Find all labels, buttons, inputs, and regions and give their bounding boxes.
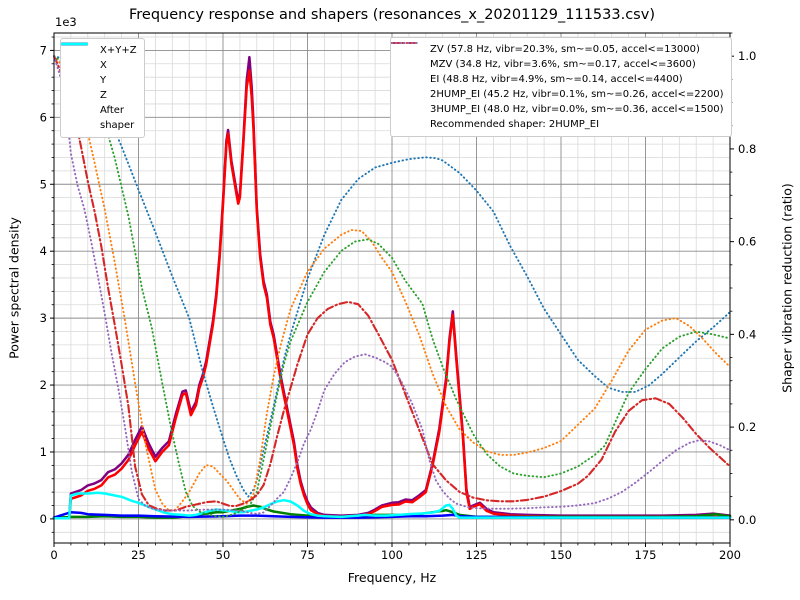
legend-item-3HUMP_EI: 3HUMP_EI (48.0 Hz, vibr=0.0%, sm~=0.36, … — [391, 42, 724, 117]
series-ZV — [53, 55, 731, 498]
legend-item-EI: EI (48.8 Hz, vibr=4.9%, sm~=0.14, accel<… — [391, 42, 724, 87]
x-tick-label: 125 — [466, 548, 488, 562]
legend-label: ZV (57.8 Hz, vibr=20.3%, sm~=0.05, accel… — [430, 44, 700, 55]
legend-label: 2HUMP_EI (45.2 Hz, vibr=0.1%, sm~=0.26, … — [430, 89, 724, 100]
x-tick-label: 150 — [550, 548, 572, 562]
psd_x-line-swatch — [61, 42, 94, 71]
legend-item-2HUMP_EI: 2HUMP_EI (45.2 Hz, vibr=0.1%, sm~=0.26, … — [391, 41, 724, 102]
blank-swatch — [397, 120, 424, 130]
EI-line-swatch — [391, 42, 424, 85]
series-EI — [53, 55, 731, 518]
right-tick-label: 0.6 — [738, 235, 756, 249]
right-tick-label: 0.2 — [738, 420, 756, 434]
left-tick-label: 1 — [40, 445, 47, 459]
legend-item-recommended-shaper: Recommended shaper: 2HUMP_EI — [397, 117, 724, 132]
left-tick-label: 0 — [40, 512, 47, 526]
right-tick-label: 0.4 — [738, 327, 756, 341]
legend-label: Recommended shaper: 2HUMP_EI — [430, 119, 600, 130]
legend-label: EI (48.8 Hz, vibr=4.9%, sm~=0.14, accel<… — [430, 74, 683, 85]
3HUMP_EI-line-swatch — [391, 42, 424, 115]
left-tick-label: 5 — [40, 177, 47, 191]
left-tick-label: 4 — [40, 244, 47, 258]
legend-label: 3HUMP_EI (48.0 Hz, vibr=0.0%, sm~=0.36, … — [430, 104, 724, 115]
y-axis-offset-label: 1e3 — [55, 15, 77, 29]
legend-item-MZV: MZV (34.8 Hz, vibr=3.6%, sm~=0.17, accel… — [391, 42, 724, 72]
legend-item-psd_x: X — [61, 42, 137, 73]
left-tick-label: 6 — [40, 110, 47, 124]
x-tick-label: 200 — [719, 548, 741, 562]
legend-item-psd_y: Y — [61, 42, 137, 88]
legend-label: Z — [100, 90, 107, 101]
chart-title: Frequency response and shapers (resonanc… — [129, 7, 655, 23]
series-2HUMP_EI — [52, 55, 732, 512]
MZV-line-swatch — [391, 42, 424, 70]
psd_z-line-swatch — [61, 42, 94, 101]
legend-item-psd_z: Z — [61, 42, 137, 103]
right-tick-label: 0.0 — [738, 513, 756, 527]
legend-item-ZV: ZV (57.8 Hz, vibr=20.3%, sm~=0.05, accel… — [391, 42, 724, 57]
2HUMP_EI-line-swatch — [391, 41, 424, 100]
after_shaper-line-swatch — [61, 42, 94, 123]
series-after_shaper — [52, 491, 732, 520]
left-tick-label: 2 — [40, 378, 47, 392]
series-MZV — [53, 55, 731, 512]
x-tick-label: 100 — [381, 548, 403, 562]
legend-label: MZV (34.8 Hz, vibr=3.6%, sm~=0.17, accel… — [430, 59, 696, 70]
series-psd_x — [52, 69, 732, 519]
x-axis-label: Frequency, Hz — [347, 570, 437, 585]
legend-label: X — [100, 60, 107, 71]
x-tick-label: 25 — [131, 548, 146, 562]
x-tick-label: 50 — [216, 548, 231, 562]
left-y-axis-label: Power spectral density — [6, 217, 22, 359]
left-tick-label: 7 — [40, 43, 47, 57]
psd_y-line-swatch — [61, 42, 94, 86]
legend-label: Y — [100, 75, 107, 86]
x-tick-label: 175 — [635, 548, 657, 562]
left-tick-label: 3 — [40, 311, 47, 325]
right-tick-label: 0.8 — [738, 142, 756, 156]
legend-item-after_shaper: After shaper — [61, 42, 137, 133]
right-tick-label: 1.0 — [738, 49, 756, 63]
x-tick-label: 75 — [300, 548, 315, 562]
legend-shapers: ZV (57.8 Hz, vibr=20.3%, sm~=0.05, accel… — [390, 37, 732, 137]
legend-psd: X+Y+Z X Y Z After shaper — [60, 38, 145, 138]
legend-label: After shaper — [100, 105, 135, 131]
x-tick-label: 0 — [50, 548, 57, 562]
right-y-axis-label: Shaper vibration reduction (ratio) — [779, 183, 795, 393]
legend-label: X+Y+Z — [100, 45, 137, 56]
